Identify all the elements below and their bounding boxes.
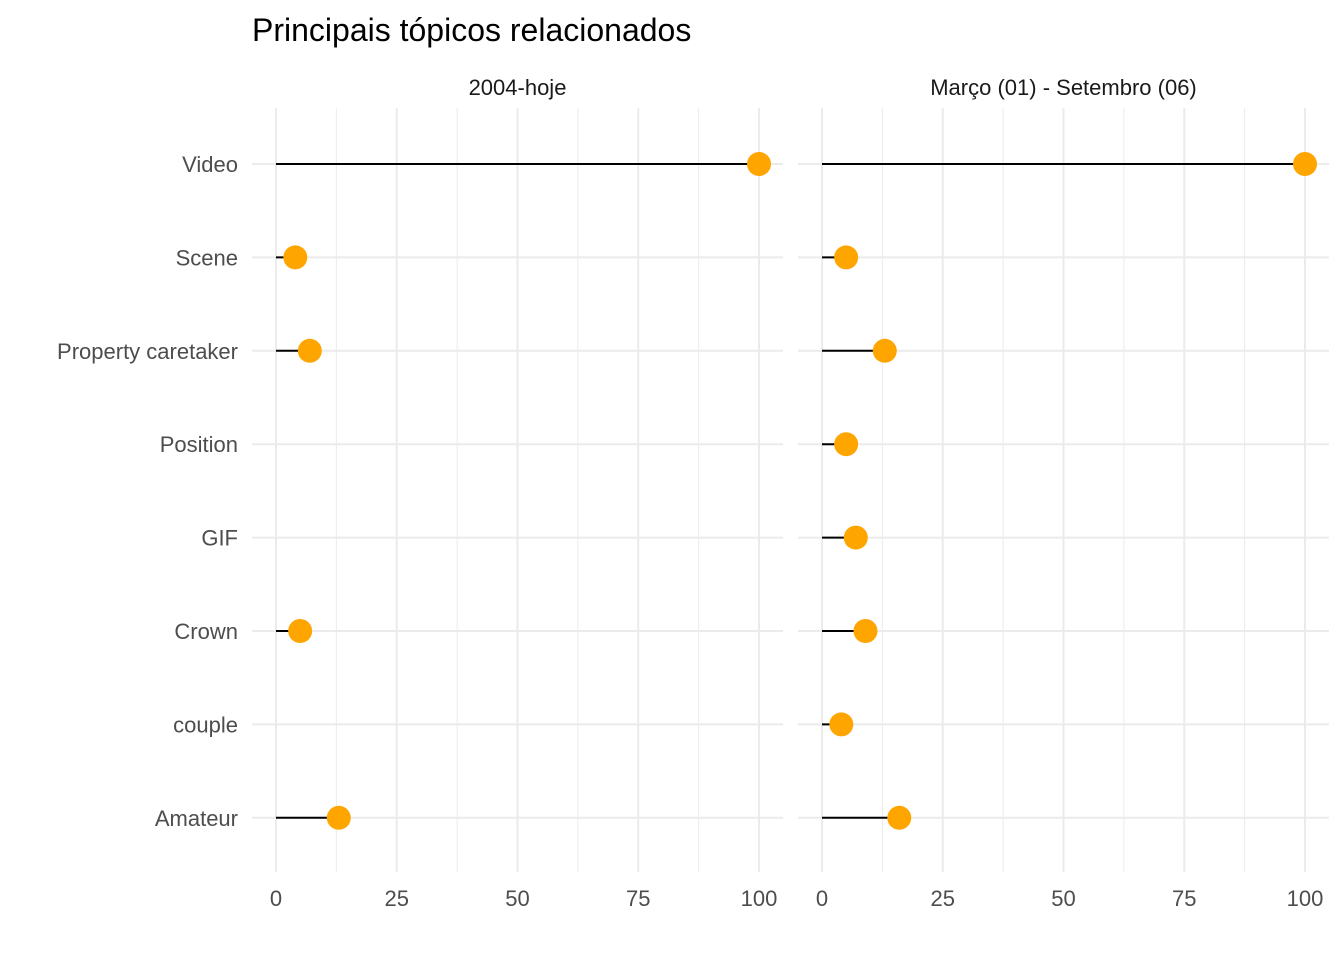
lollipop-point xyxy=(853,619,878,643)
x-tick-label: 75 xyxy=(1172,886,1196,911)
lollipop-point xyxy=(326,805,351,830)
x-tick-label: 25 xyxy=(931,886,955,911)
chart-title: Principais tópicos relacionados xyxy=(252,12,691,48)
x-tick-label: 0 xyxy=(816,886,828,911)
facet-panel-2: Março (01) - Setembro (06) 0 25 50 75 100 xyxy=(798,75,1329,911)
y-tick-label: Property caretaker xyxy=(57,339,238,364)
lollipop-point xyxy=(283,245,308,270)
lollipop-point xyxy=(829,712,854,737)
x-tick-label: 50 xyxy=(505,886,529,911)
facet-panel-1: 2004-hoje 0 25 50 75 100 xyxy=(252,75,783,911)
x-tick-label: 25 xyxy=(385,886,409,911)
y-tick-label: Crown xyxy=(174,619,238,644)
facet-label: Março (01) - Setembro (06) xyxy=(930,75,1197,100)
y-tick-label: Video xyxy=(182,152,238,177)
y-tick-label: Position xyxy=(160,432,238,457)
x-tick-label: 50 xyxy=(1051,886,1075,911)
lollipop-point xyxy=(747,152,771,176)
x-tick-label: 100 xyxy=(1287,886,1324,911)
x-tick-label: 0 xyxy=(270,886,282,911)
lollipop-point xyxy=(297,338,322,363)
lollipop-point xyxy=(872,338,897,363)
x-tick-label: 100 xyxy=(741,886,778,911)
y-axis: Video Scene Property caretaker Position GIF C… xyxy=(57,152,238,831)
lollipop-point xyxy=(288,619,313,643)
lollipop-point xyxy=(1293,152,1317,176)
lollipop-point xyxy=(834,245,859,270)
y-tick-label: couple xyxy=(173,712,238,737)
y-tick-label: Scene xyxy=(176,245,238,270)
y-tick-label: GIF xyxy=(201,526,238,551)
lollipop-point xyxy=(834,432,859,457)
x-tick-label: 75 xyxy=(626,886,650,911)
lollipop-point xyxy=(887,805,912,830)
y-tick-label: Amateur xyxy=(155,806,238,831)
facet-label: 2004-hoje xyxy=(469,75,567,100)
lollipop-point xyxy=(843,525,868,550)
